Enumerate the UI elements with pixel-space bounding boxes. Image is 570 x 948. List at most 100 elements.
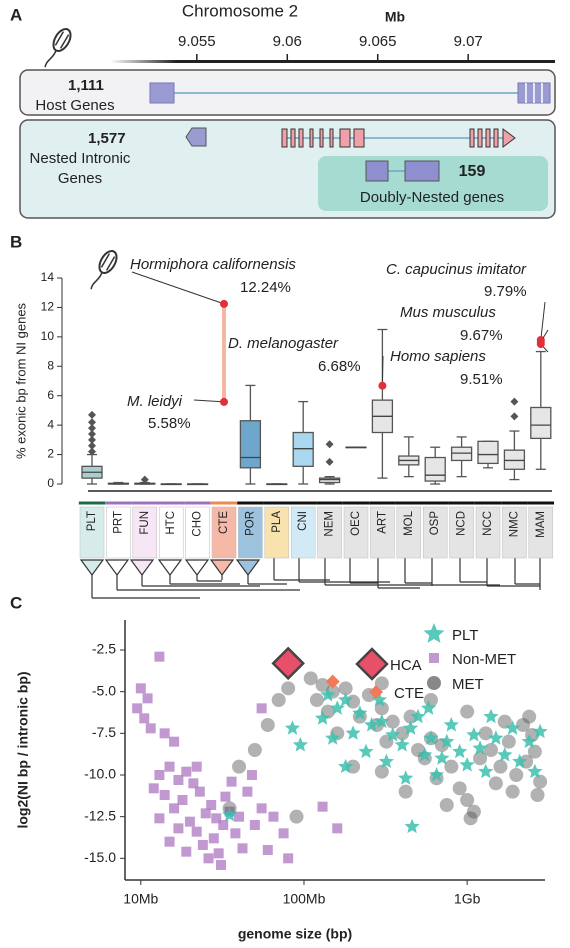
annotation-value: 9.51% bbox=[460, 371, 503, 388]
point bbox=[249, 820, 260, 830]
y-tick-label: -5.0 bbox=[92, 682, 116, 698]
point bbox=[154, 813, 165, 824]
outlier bbox=[88, 447, 96, 456]
point bbox=[154, 770, 165, 780]
nested-label: Nested Intronic bbox=[30, 150, 131, 167]
y-tick-label: 0 bbox=[47, 476, 54, 490]
outlier bbox=[325, 440, 334, 449]
point bbox=[262, 845, 273, 855]
point bbox=[325, 674, 340, 689]
box bbox=[450, 446, 473, 462]
point bbox=[497, 747, 513, 762]
point bbox=[394, 737, 410, 752]
box bbox=[477, 440, 499, 465]
point bbox=[364, 717, 380, 732]
point bbox=[533, 774, 548, 789]
x-tick-label: PRT bbox=[112, 511, 124, 534]
point bbox=[532, 723, 548, 739]
point bbox=[283, 853, 294, 864]
point bbox=[395, 726, 410, 741]
point bbox=[271, 646, 305, 681]
y-axis-label: % exonic bp from NI genes bbox=[13, 302, 28, 459]
point bbox=[521, 733, 537, 749]
point bbox=[197, 840, 208, 850]
y-tick-label: 6 bbox=[47, 388, 54, 402]
x-tick-label: MAM bbox=[535, 511, 547, 538]
outlier bbox=[510, 412, 519, 421]
category-cell bbox=[185, 506, 210, 559]
point bbox=[338, 692, 354, 707]
x-tick-label: NEM bbox=[324, 511, 336, 537]
point bbox=[315, 710, 331, 725]
point bbox=[169, 736, 180, 747]
box bbox=[239, 420, 262, 469]
chromosome-title: Chromosome 2 bbox=[182, 1, 298, 20]
point bbox=[211, 813, 222, 824]
point bbox=[385, 727, 401, 742]
point bbox=[493, 759, 508, 774]
point bbox=[410, 708, 426, 724]
legend-swatch bbox=[355, 647, 389, 681]
point bbox=[260, 718, 275, 732]
point bbox=[139, 713, 150, 724]
point bbox=[459, 757, 475, 772]
nested-label: Genes bbox=[58, 170, 102, 187]
x-tick-label: OSP bbox=[429, 511, 441, 536]
point bbox=[443, 717, 459, 732]
point bbox=[325, 730, 341, 745]
point bbox=[173, 775, 184, 785]
annotation-value: 9.67% bbox=[460, 327, 503, 344]
annotation-name: C. capucinus imitator bbox=[386, 261, 527, 278]
category-cell bbox=[449, 506, 474, 559]
tick-label: 9.065 bbox=[359, 33, 397, 50]
legend-label: MET bbox=[452, 676, 484, 693]
point bbox=[398, 770, 414, 785]
point bbox=[154, 651, 165, 662]
annotation-value: 6.68% bbox=[318, 358, 361, 375]
point bbox=[237, 843, 248, 854]
point bbox=[268, 811, 279, 822]
nested-gene bbox=[185, 127, 516, 148]
panel-label: A bbox=[10, 5, 22, 24]
point bbox=[423, 730, 439, 745]
category-cell bbox=[396, 506, 422, 559]
point bbox=[181, 766, 192, 777]
cladogram bbox=[79, 558, 541, 599]
box bbox=[318, 477, 341, 484]
point bbox=[527, 744, 542, 759]
x-tick-label: 10Mb bbox=[123, 891, 158, 907]
point bbox=[142, 693, 153, 704]
category-cell bbox=[502, 506, 527, 559]
nested-count: 1,577 bbox=[88, 130, 126, 147]
x-tick-label: CHO bbox=[192, 511, 204, 537]
outlier bbox=[88, 418, 96, 427]
point bbox=[472, 740, 488, 755]
y-tick-label: -10.0 bbox=[84, 766, 116, 782]
annotation-name: Hormiphora californensis bbox=[130, 256, 296, 273]
category-cell bbox=[475, 506, 501, 559]
point bbox=[148, 783, 159, 794]
point bbox=[247, 743, 262, 757]
category-cell bbox=[370, 506, 395, 559]
point bbox=[164, 761, 175, 772]
point bbox=[292, 737, 308, 752]
point bbox=[488, 730, 504, 745]
x-tick-label: ART bbox=[376, 511, 388, 534]
legend-label: HCA bbox=[390, 657, 422, 674]
point bbox=[338, 681, 353, 696]
y-tick-label: 10 bbox=[41, 329, 55, 343]
point bbox=[338, 758, 354, 774]
category-cell bbox=[290, 506, 316, 559]
point bbox=[423, 693, 438, 707]
point bbox=[527, 763, 543, 779]
point bbox=[358, 743, 374, 759]
point bbox=[478, 726, 493, 741]
point bbox=[164, 836, 175, 847]
point bbox=[184, 816, 195, 827]
y-tick-label: 14 bbox=[41, 270, 55, 284]
outlier bbox=[88, 435, 96, 444]
point bbox=[206, 800, 217, 810]
point bbox=[309, 693, 324, 707]
point bbox=[345, 725, 361, 740]
point bbox=[232, 759, 247, 774]
